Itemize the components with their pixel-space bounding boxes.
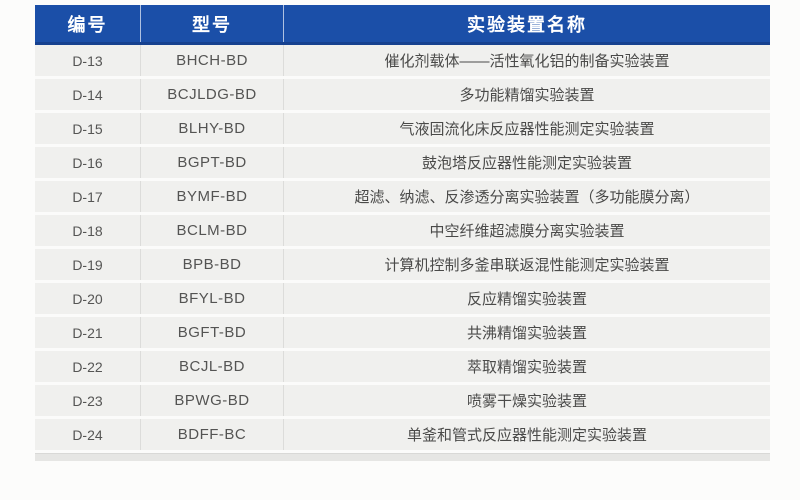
table-row: D-18 BCLM-BD 中空纤维超滤膜分离实验装置: [35, 215, 770, 249]
cell-name: 气液固流化床反应器性能测定实验装置: [283, 113, 770, 144]
cell-id: D-24: [72, 426, 103, 443]
table-row: D-20 BFYL-BD 反应精馏实验装置: [35, 283, 770, 317]
table-header-row: 编号 型号 实验装置名称: [35, 5, 770, 45]
header-cell-id: 编号: [67, 14, 108, 35]
cell-model: BCLM-BD: [140, 215, 283, 246]
cell-model: BPWG-BD: [140, 385, 283, 416]
cell-model: BCJL-BD: [140, 351, 283, 382]
next-row-partial: [35, 453, 770, 461]
cell-id: D-20: [72, 290, 103, 307]
table-row: D-23 BPWG-BD 喷雾干燥实验装置: [35, 385, 770, 419]
table-row: D-21 BGFT-BD 共沸精馏实验装置: [35, 317, 770, 351]
equipment-table: 编号 型号 实验装置名称 D-13 BHCH-BD 催化剂载体——活性氧化铝的制…: [35, 5, 770, 461]
cell-model: BYMF-BD: [140, 181, 283, 212]
cell-id: D-16: [72, 154, 103, 171]
cell-model: BGPT-BD: [140, 147, 283, 178]
cell-id: D-13: [72, 52, 103, 69]
cell-model: BFYL-BD: [140, 283, 283, 314]
cell-name: 鼓泡塔反应器性能测定实验装置: [283, 147, 770, 178]
cell-id: D-17: [72, 188, 103, 205]
cell-name: 超滤、纳滤、反渗透分离实验装置（多功能膜分离）: [283, 181, 770, 212]
cell-model: BCJLDG-BD: [140, 79, 283, 110]
cell-model: BDFF-BC: [140, 419, 283, 450]
cell-name: 计算机控制多釜串联返混性能测定实验装置: [283, 249, 770, 280]
cell-model: BPB-BD: [140, 249, 283, 280]
header-cell-model: 型号: [140, 5, 283, 42]
table-row: D-16 BGPT-BD 鼓泡塔反应器性能测定实验装置: [35, 147, 770, 181]
table-row: D-22 BCJL-BD 萃取精馏实验装置: [35, 351, 770, 385]
cell-id: D-22: [72, 358, 103, 375]
cell-id: D-15: [72, 120, 103, 137]
cell-name: 中空纤维超滤膜分离实验装置: [283, 215, 770, 246]
cell-id: D-23: [72, 392, 103, 409]
cell-id: D-14: [72, 86, 103, 103]
table-row: D-19 BPB-BD 计算机控制多釜串联返混性能测定实验装置: [35, 249, 770, 283]
table-row: D-17 BYMF-BD 超滤、纳滤、反渗透分离实验装置（多功能膜分离）: [35, 181, 770, 215]
cell-id: D-18: [72, 222, 103, 239]
cell-name: 催化剂载体——活性氧化铝的制备实验装置: [283, 45, 770, 76]
cell-name: 共沸精馏实验装置: [283, 317, 770, 348]
table-body: D-13 BHCH-BD 催化剂载体——活性氧化铝的制备实验装置 D-14 BC…: [35, 45, 770, 453]
cell-model: BLHY-BD: [140, 113, 283, 144]
cell-name: 喷雾干燥实验装置: [283, 385, 770, 416]
cell-model: BGFT-BD: [140, 317, 283, 348]
header-cell-name: 实验装置名称: [283, 5, 770, 42]
cell-model: BHCH-BD: [140, 45, 283, 76]
cell-name: 单釜和管式反应器性能测定实验装置: [283, 419, 770, 450]
table-row: D-15 BLHY-BD 气液固流化床反应器性能测定实验装置: [35, 113, 770, 147]
table-row: D-24 BDFF-BC 单釜和管式反应器性能测定实验装置: [35, 419, 770, 453]
table-row: D-13 BHCH-BD 催化剂载体——活性氧化铝的制备实验装置: [35, 45, 770, 79]
cell-name: 反应精馏实验装置: [283, 283, 770, 314]
table-row: D-14 BCJLDG-BD 多功能精馏实验装置: [35, 79, 770, 113]
cell-id: D-19: [72, 256, 103, 273]
cell-id: D-21: [72, 324, 103, 341]
cell-name: 萃取精馏实验装置: [283, 351, 770, 382]
cell-name: 多功能精馏实验装置: [283, 79, 770, 110]
